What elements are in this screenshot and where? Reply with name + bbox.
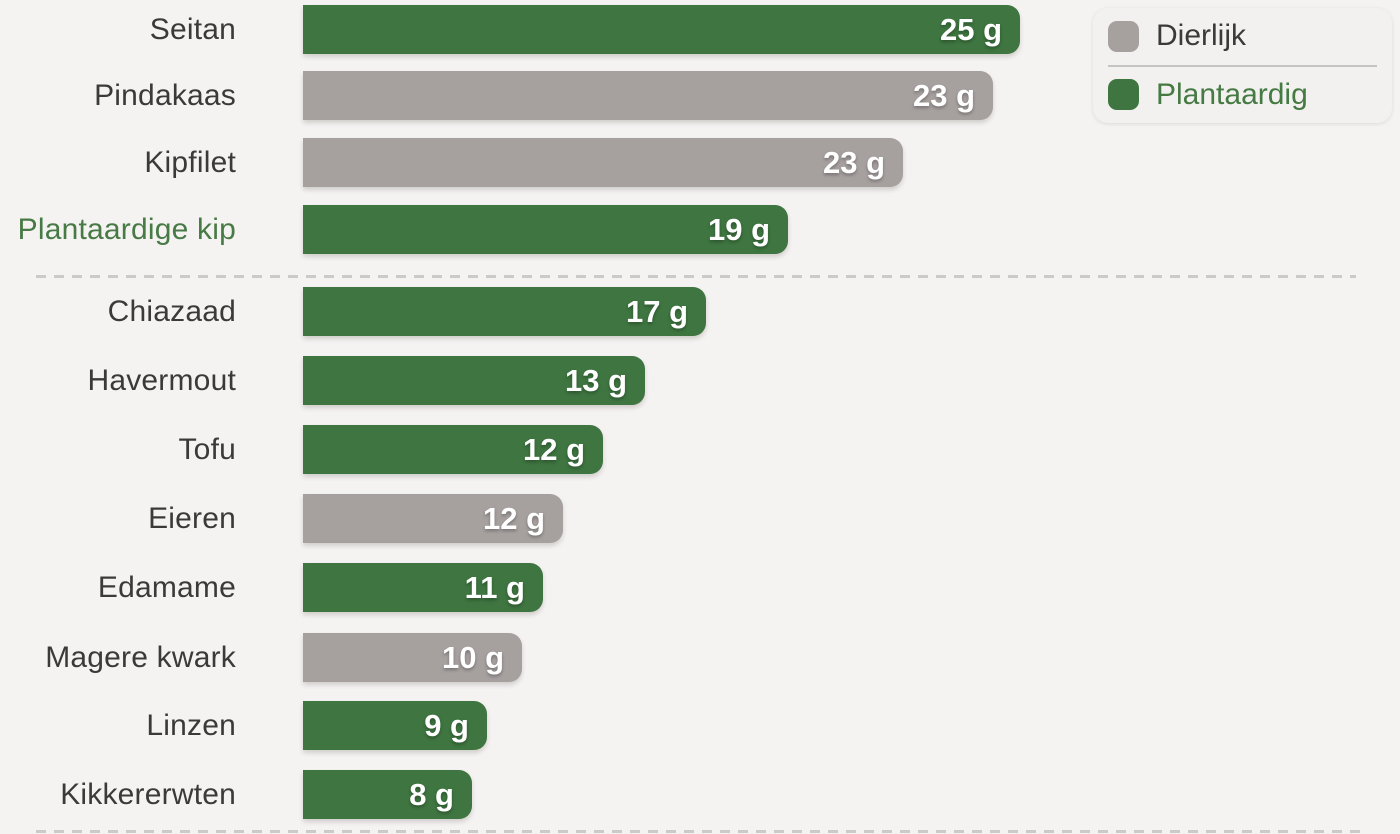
category-label: Linzen	[146, 709, 236, 742]
plantaardig-bar: 8 g	[303, 770, 472, 819]
legend: Dierlijk Plantaardig	[1093, 8, 1392, 123]
dierlijk-bar: 12 g	[303, 494, 563, 543]
bar-value-label: 17 g	[625, 293, 688, 329]
plantaardig-bar: 17 g	[303, 287, 706, 336]
chart-row-pindakaas: Pindakaas 23 g	[0, 71, 1400, 120]
legend-item-plantaardig: Plantaardig	[1108, 67, 1377, 124]
dierlijk-swatch-icon	[1108, 20, 1139, 52]
chart-row-magere-kwark: Magere kwark 10 g	[0, 633, 1400, 682]
plantaardig-swatch-icon	[1108, 79, 1139, 111]
category-label: Havermout	[87, 364, 236, 397]
plantaardig-bar: 12 g	[303, 425, 603, 474]
legend-divider	[1108, 64, 1377, 67]
dierlijk-bar: 23 g	[303, 71, 993, 120]
bar-value-label: 23 g	[822, 144, 885, 180]
plantaardig-bar: 25 g	[303, 5, 1020, 54]
bar-value-label: 13 g	[564, 362, 627, 398]
bar-value-label: 25 g	[939, 11, 1002, 47]
category-label: Kipfilet	[144, 146, 236, 179]
bar-value-label: 10 g	[441, 639, 504, 675]
chart-row-kipfilet: Kipfilet 23 g	[0, 138, 1400, 187]
category-label: Chiazaad	[107, 295, 236, 328]
chart-row-edamame: Edamame 11 g	[0, 563, 1400, 612]
category-label: Eieren	[148, 502, 236, 535]
chart-row-chiazaad: Chiazaad 17 g	[0, 287, 1400, 336]
chart-row-kikkererwten: Kikkererwten 8 g	[0, 770, 1400, 819]
chart-row-seitan: Seitan 25 g	[0, 5, 1400, 54]
bar-value-label: 12 g	[482, 500, 545, 536]
bar-value-label: 19 g	[707, 211, 770, 247]
dierlijk-bar: 10 g	[303, 633, 522, 682]
dierlijk-bar: 23 g	[303, 138, 903, 187]
plantaardig-bar: 19 g	[303, 205, 788, 254]
category-label: Magere kwark	[45, 641, 236, 674]
category-label: Kikkererwten	[60, 778, 236, 811]
chart-row-plantaardige-kip: Plantaardige kip 19 g	[0, 205, 1400, 254]
chart-row-linzen: Linzen 9 g	[0, 701, 1400, 750]
category-label: Pindakaas	[94, 79, 236, 112]
plantaardig-bar: 13 g	[303, 356, 645, 405]
dashed-separator	[36, 275, 1356, 278]
category-label: Plantaardige kip	[17, 213, 236, 246]
chart-row-tofu: Tofu 12 g	[0, 425, 1400, 474]
legend-item-dierlijk: Dierlijk	[1108, 8, 1377, 65]
bar-value-label: 9 g	[424, 707, 469, 743]
chart-row-havermout: Havermout 13 g	[0, 356, 1400, 405]
bar-value-label: 11 g	[464, 569, 525, 605]
bottom-dashed-separator	[36, 830, 1366, 833]
legend-label-plantaardig: Plantaardig	[1156, 77, 1308, 111]
category-label: Seitan	[149, 13, 236, 46]
legend-label-dierlijk: Dierlijk	[1156, 19, 1246, 53]
bar-value-label: 8 g	[409, 776, 454, 812]
category-label: Tofu	[178, 433, 236, 466]
bar-value-label: 23 g	[912, 77, 975, 113]
category-label: Edamame	[97, 571, 236, 604]
bar-value-label: 12 g	[522, 431, 585, 467]
chart-row-eieren: Eieren 12 g	[0, 494, 1400, 543]
plantaardig-bar: 9 g	[303, 701, 487, 750]
plantaardig-bar: 11 g	[303, 563, 543, 612]
